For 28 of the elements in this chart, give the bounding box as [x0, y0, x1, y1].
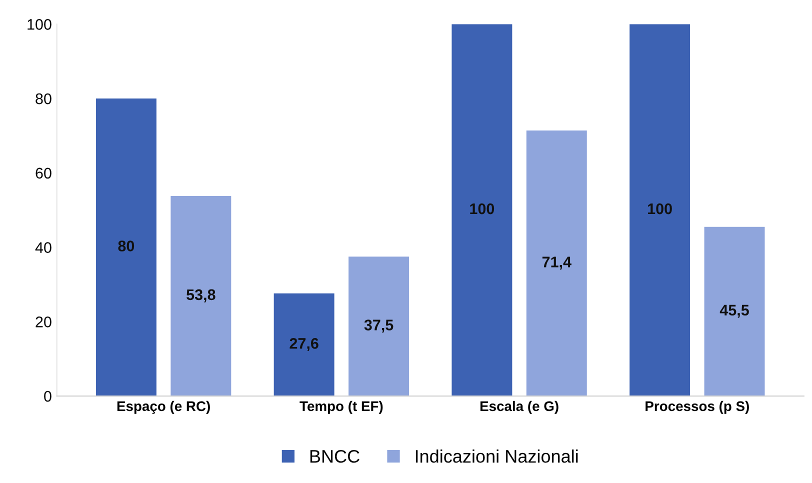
data-label: 37,5: [364, 320, 394, 333]
y-tick-label: 100: [28, 19, 52, 30]
data-label: 45,5: [720, 304, 749, 318]
bar: [526, 130, 587, 396]
data-label: 80: [118, 240, 134, 252]
bar: [274, 293, 334, 396]
data-label: 100: [470, 203, 494, 214]
data-label: 27,6: [290, 338, 318, 352]
y-tick-label: 60: [36, 168, 52, 179]
legend-label: BNCC: [310, 450, 360, 463]
legend-label: Indicazioni Nazionali: [416, 450, 578, 463]
bar: [704, 226, 765, 396]
data-label: 100: [648, 203, 672, 214]
bar: [348, 256, 410, 396]
x-tick-label: Processos (p S): [646, 400, 749, 414]
y-tick-label: 80: [36, 93, 52, 104]
x-tick-label: Tempo (t EF): [300, 400, 383, 414]
bar: [96, 98, 156, 396]
bar: [452, 24, 512, 396]
data-label: 71,4: [542, 256, 572, 270]
data-label: 53,8: [186, 289, 216, 302]
y-tick-label: 0: [44, 390, 52, 402]
x-tick-label: Espaço (e RC): [117, 400, 210, 414]
y-tick-label: 40: [35, 242, 52, 253]
y-tick-label: 20: [36, 316, 52, 328]
x-tick-label: Escala (e G): [480, 400, 558, 414]
bar: [170, 196, 232, 396]
bar: [630, 24, 690, 396]
